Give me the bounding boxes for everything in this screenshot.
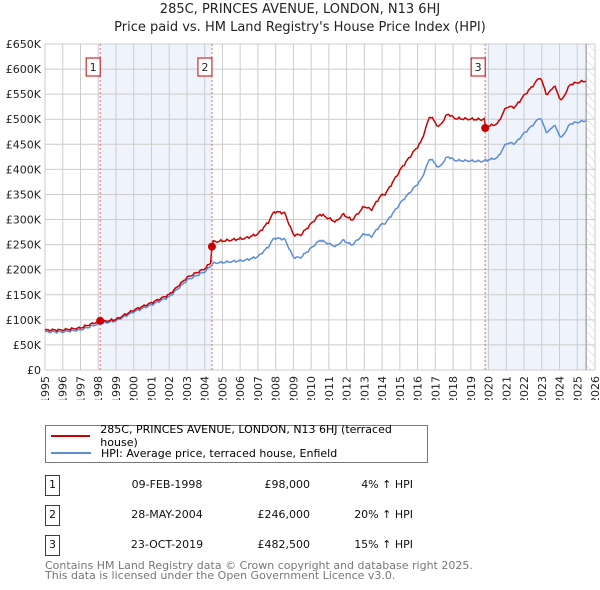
x-tick-label: 2022	[518, 376, 531, 400]
x-tick-label: 2017	[429, 376, 442, 400]
y-tick-label: £0	[27, 364, 41, 377]
y-tick-label: £450K	[6, 138, 42, 151]
x-tick-label: 2015	[394, 376, 407, 400]
x-tick-label: 2016	[412, 376, 425, 400]
footer-licence: This data is licensed under the Open Gov…	[45, 569, 396, 582]
legend-item-hpi: HPI: Average price, terraced house, Enfi…	[46, 445, 337, 461]
x-tick-label: 2021	[500, 376, 513, 400]
x-tick-label: 2003	[181, 376, 194, 400]
transaction-hpi-diff: 4% ↑ HPI	[361, 478, 413, 491]
sale-label: 2	[201, 61, 208, 74]
hpi-line	[44, 118, 587, 335]
price-chart: 1995 1996 1997 1998 1999 2000 2001 2002 2003 2004…	[6, 38, 600, 400]
x-tick-label: 2004	[199, 376, 212, 400]
x-tick-label: 1998	[92, 376, 105, 400]
transaction-hpi-diff: 20% ↑ HPI	[354, 508, 413, 521]
y-tick-label: £500K	[6, 113, 42, 126]
transaction-marker: 1	[45, 475, 60, 496]
y-tick-label: £650K	[6, 38, 42, 51]
x-tick-label: 1997	[74, 376, 87, 400]
y-tick-label: £100K	[6, 314, 42, 327]
legend-swatch-hpi	[51, 452, 91, 454]
legend-label-property: 285C, PRINCES AVENUE, LONDON, N13 6HJ (t…	[100, 423, 392, 449]
shaded-period	[100, 44, 212, 370]
x-tick-label: 2026	[589, 376, 600, 400]
legend-label-hpi: HPI: Average price, terraced house, Enfi…	[101, 446, 338, 460]
forecast-hatch	[586, 44, 595, 370]
y-tick-label: £400K	[6, 163, 42, 176]
sale-label: 1	[90, 61, 97, 74]
x-tick-label: 2007	[252, 376, 265, 400]
legend-item-property: 285C, PRINCES AVENUE, LONDON, N13 6HJ (t…	[46, 423, 427, 449]
x-tick-label: 2005	[216, 376, 229, 400]
x-tick-label: 2006	[234, 376, 247, 400]
transaction-date: 28-MAY-2004	[131, 508, 203, 521]
y-tick-label: £350K	[6, 188, 42, 201]
x-tick-label: 2013	[358, 376, 371, 400]
sale-label-box	[85, 57, 101, 77]
y-tick-label: £600K	[6, 63, 42, 76]
x-tick-label: 2014	[376, 376, 389, 400]
x-tick-label: 1999	[110, 376, 123, 400]
transaction-price: £482,500	[257, 538, 311, 551]
x-tick-label: 2009	[287, 376, 300, 400]
sale-label-box	[470, 57, 486, 77]
sale-point	[207, 242, 216, 251]
y-tick-label: £550K	[6, 88, 42, 101]
chart-subtitle: Price paid vs. HM Land Registry's House …	[114, 20, 486, 35]
x-tick-label: 2012	[341, 376, 354, 400]
sale-label: 3	[475, 61, 482, 74]
transaction-marker: 2	[45, 505, 60, 526]
y-tick-label: £300K	[6, 214, 42, 227]
x-tick-label: 2019	[465, 376, 478, 400]
x-tick-label: 1996	[57, 376, 70, 400]
legend-swatch-property	[51, 435, 91, 437]
sale-point	[96, 316, 105, 325]
transaction-date: 23-OCT-2019	[130, 538, 204, 551]
y-tick-label: £50K	[13, 339, 42, 352]
x-tick-label: 2008	[270, 376, 283, 400]
transaction-hpi-diff: 15% ↑ HPI	[354, 538, 413, 551]
y-tick-label: £250K	[6, 239, 42, 252]
x-tick-label: 2011	[323, 376, 336, 400]
transaction-price: £246,000	[257, 508, 311, 521]
property-price-line	[44, 77, 587, 333]
transaction-marker: 3	[45, 535, 60, 556]
shaded-period	[485, 44, 587, 370]
y-tick-label: £150K	[6, 289, 42, 302]
legend: 285C, PRINCES AVENUE, LONDON, N13 6HJ (t…	[45, 423, 428, 463]
x-tick-label: 2020	[483, 376, 496, 400]
footer-copyright: Contains HM Land Registry data © Crown c…	[45, 559, 473, 572]
x-tick-label: 2023	[536, 376, 549, 400]
sale-label-box	[197, 57, 213, 77]
x-tick-label: 2002	[163, 376, 176, 400]
y-tick-label: £200K	[6, 264, 42, 277]
chart-title: 285C, PRINCES AVENUE, LONDON, N13 6HJ	[159, 2, 441, 17]
x-tick-label: 2000	[128, 376, 141, 400]
x-tick-label: 1995	[39, 376, 52, 400]
x-tick-label: 2018	[447, 376, 460, 400]
x-tick-label: 2001	[145, 376, 158, 400]
x-tick-label: 2010	[305, 376, 318, 400]
x-tick-label: 2024	[554, 376, 567, 400]
x-tick-label: 2025	[571, 376, 584, 400]
sale-point	[481, 124, 490, 133]
transaction-price: £98,000	[264, 478, 311, 491]
transaction-date: 09-FEB-1998	[131, 478, 203, 491]
